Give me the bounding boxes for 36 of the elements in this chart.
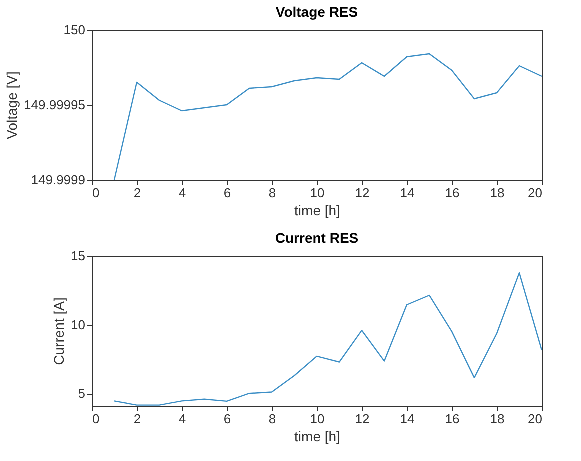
x-tick-label: 4 [178, 186, 186, 200]
x-tick-label: 2 [134, 412, 142, 426]
x-tick-label: 16 [445, 186, 460, 200]
x-tick-label: 18 [490, 412, 505, 426]
x-tick-label: 14 [400, 412, 415, 426]
x-tick-label: 8 [268, 186, 276, 200]
x-tick-label: 10 [310, 412, 325, 426]
x-tick-label: 12 [355, 186, 370, 200]
y-axis-title: Current [A] [51, 298, 68, 366]
x-tick-label: 16 [445, 412, 460, 426]
x-tick-label: 0 [92, 412, 100, 426]
x-tick-label: 18 [490, 186, 505, 200]
x-tick-label: 14 [400, 186, 415, 200]
y-tick-label: 10 [71, 317, 86, 332]
x-tick-label: 10 [310, 186, 325, 200]
chart-title: Current RES [275, 230, 359, 246]
y-axis-title: Voltage [V] [4, 72, 20, 140]
x-tick-label: 4 [178, 412, 186, 426]
x-tick-label: 6 [224, 186, 232, 200]
x-tick-label: 6 [224, 412, 232, 426]
x-axis-title: time [h] [294, 202, 340, 218]
line-series [114, 53, 542, 180]
x-tick-label: 20 [528, 412, 542, 426]
x-tick-label: 8 [268, 412, 276, 426]
y-tick-label: 149.99995 [24, 98, 86, 112]
x-tick-label: 20 [528, 186, 542, 200]
y-tick-label: 149.9999 [31, 172, 86, 188]
line-series [114, 272, 542, 406]
x-tick-label: 12 [355, 412, 370, 426]
x-axis-title: time [h] [294, 428, 340, 444]
chart-title: Voltage RES [276, 4, 358, 20]
y-tick-label: 5 [78, 386, 86, 402]
y-tick-label: 150 [64, 22, 86, 38]
x-tick-label: 0 [92, 186, 100, 200]
x-tick-label: 2 [134, 186, 142, 200]
y-tick-label: 15 [71, 248, 86, 264]
